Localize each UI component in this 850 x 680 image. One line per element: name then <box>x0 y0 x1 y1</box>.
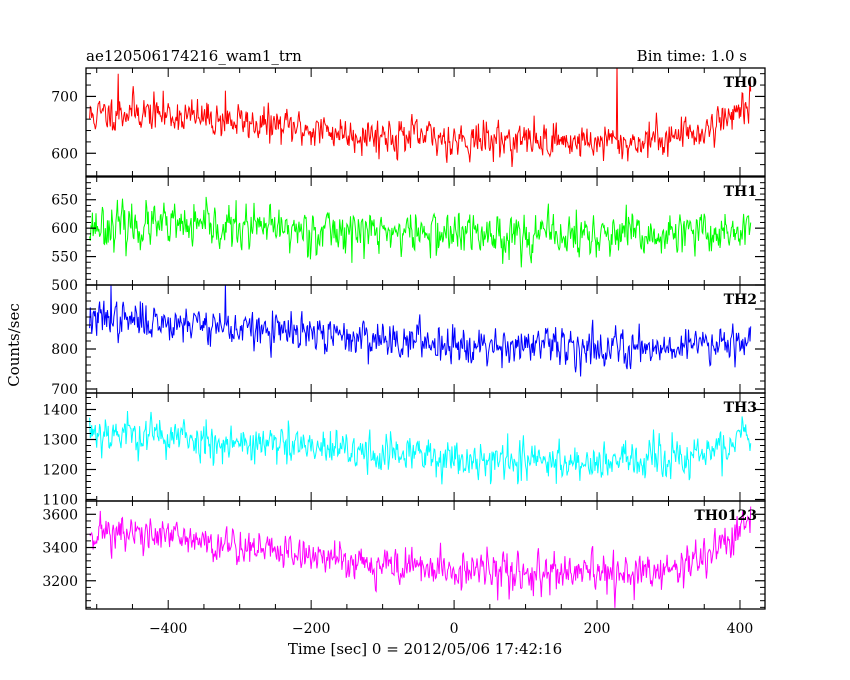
y-tick-label: 3200 <box>42 574 78 590</box>
y-tick-label: 1100 <box>42 493 78 509</box>
panel-th3: 1100 1200 1300 1400 TH3 <box>42 392 766 509</box>
panels-group: 600 700 TH0 500 550 600 650 TH1 700 800 900 TH2 1100… <box>42 67 766 610</box>
y-tick-label: 600 <box>51 221 78 237</box>
series-label: TH0123 <box>694 508 757 524</box>
series-label: TH1 <box>724 184 757 200</box>
y-tick-label: 900 <box>51 302 78 318</box>
x-axis: −400 −200 0 200 400 <box>149 621 753 637</box>
series-line-th0 <box>89 68 752 168</box>
panel-th2: 700 800 900 TH2 <box>51 284 766 398</box>
x-tick-label: 400 <box>727 621 754 637</box>
y-axis-title: Counts/sec <box>5 303 23 387</box>
y-tick-label: 550 <box>51 250 78 266</box>
chart-title-left: ae120506174216_wam1_trn <box>86 47 302 65</box>
series-line-th2 <box>89 285 752 377</box>
series-line-th1 <box>89 196 752 268</box>
panel-th1: 500 550 600 650 TH1 <box>51 176 766 294</box>
y-tick-label: 1200 <box>42 463 78 479</box>
panel-th0: 600 700 TH0 <box>51 67 766 177</box>
series-label: TH3 <box>724 400 757 416</box>
x-tick-label: 0 <box>450 621 459 637</box>
y-tick-label: 600 <box>51 146 78 162</box>
y-tick-label: 700 <box>51 382 78 398</box>
y-tick-label: 650 <box>51 193 78 209</box>
y-tick-label: 700 <box>51 89 78 105</box>
y-tick-label: 1300 <box>42 433 78 449</box>
y-tick-label: 800 <box>51 342 78 358</box>
x-axis-title: Time [sec] 0 = 2012/05/06 17:42:16 <box>288 640 562 658</box>
y-tick-label: 3400 <box>42 541 78 557</box>
series-line-th3 <box>89 410 752 485</box>
y-tick-label: 500 <box>51 278 78 294</box>
panel-frame <box>85 500 766 610</box>
panel-frame <box>85 67 766 177</box>
y-tick-label: 1400 <box>42 403 78 419</box>
panel-th0123: 3200 3400 3600 TH0123 <box>42 500 766 610</box>
x-tick-label: 200 <box>584 621 611 637</box>
series-line-th0123 <box>89 506 752 608</box>
series-label: TH0 <box>724 75 758 91</box>
x-tick-label: −400 <box>149 621 187 637</box>
y-tick-label: 3600 <box>42 507 78 523</box>
series-label: TH2 <box>724 292 757 308</box>
x-tick-label: −200 <box>292 621 330 637</box>
bin-time-label: Bin time: 1.0 s <box>637 47 747 65</box>
